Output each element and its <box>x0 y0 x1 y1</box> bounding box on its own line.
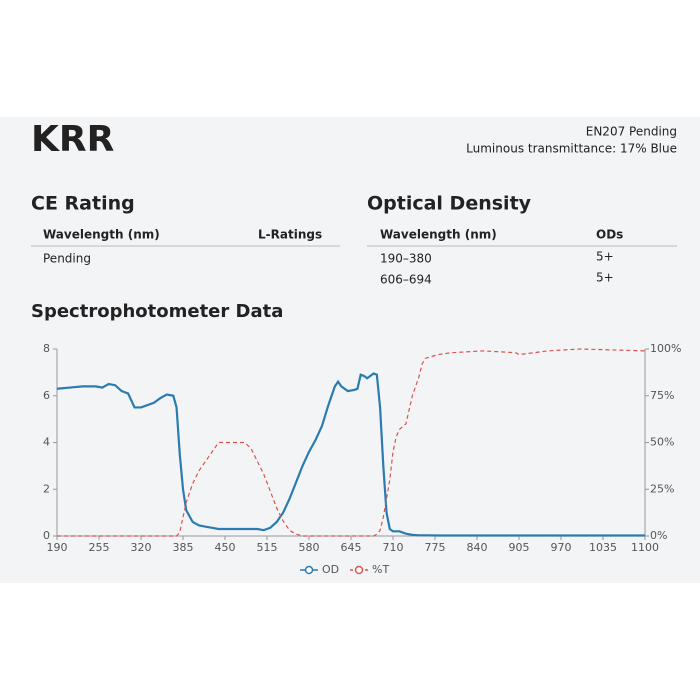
y-tick-label: 2 <box>43 482 50 495</box>
panel <box>0 117 700 583</box>
y2-tick-label: 25% <box>650 482 674 495</box>
series-line <box>57 348 646 537</box>
y-tick-label: 8 <box>43 342 50 355</box>
x-tick-label: 645 <box>341 541 362 554</box>
cell: 5+ <box>596 250 614 264</box>
x-tick-label: 970 <box>551 541 572 554</box>
y2-tick-label: 50% <box>650 436 674 449</box>
x-tick-label: 1035 <box>589 541 617 554</box>
column-header: L-Ratings <box>258 228 322 242</box>
y2-tick-label: 0% <box>650 529 667 542</box>
section-title: Optical Density <box>367 193 532 215</box>
legend-marker <box>354 565 364 575</box>
y-tick-label: 4 <box>43 436 50 449</box>
x-tick-label: 385 <box>173 541 194 554</box>
y2-tick-label: 75% <box>650 389 674 402</box>
legend-label: %T <box>372 563 389 576</box>
x-tick-label: 1100 <box>631 541 659 554</box>
cell: 190–380 <box>380 252 432 266</box>
x-tick-label: 840 <box>467 541 488 554</box>
cell: Pending <box>43 252 91 266</box>
y2-tick-label: 100% <box>650 342 681 355</box>
column-header: ODs <box>596 228 623 242</box>
column-header: Wavelength (nm) <box>43 228 160 242</box>
x-tick-label: 255 <box>89 541 110 554</box>
column-header: Wavelength (nm) <box>380 228 497 242</box>
transmittance: Luminous transmittance: 17% Blue <box>466 142 677 156</box>
series-line <box>56 372 645 537</box>
y-tick-label: 0 <box>43 529 50 542</box>
cell: 606–694 <box>380 273 432 287</box>
section-title: CE Rating <box>31 193 135 215</box>
legend-marker <box>304 565 314 575</box>
x-tick-label: 515 <box>257 541 278 554</box>
x-tick-label: 710 <box>383 541 404 554</box>
x-tick-label: 320 <box>131 541 152 554</box>
x-tick-label: 190 <box>47 541 68 554</box>
cell: 5+ <box>596 271 614 285</box>
x-tick-label: 450 <box>215 541 236 554</box>
product-title: KRR <box>31 119 114 160</box>
x-tick-label: 775 <box>425 541 446 554</box>
x-tick-label: 580 <box>299 541 320 554</box>
legend-label: OD <box>322 563 339 576</box>
y-tick-label: 6 <box>43 389 50 402</box>
chart-title: Spectrophotometer Data <box>31 301 283 322</box>
x-tick-label: 905 <box>509 541 530 554</box>
standard: EN207 Pending <box>586 125 677 139</box>
